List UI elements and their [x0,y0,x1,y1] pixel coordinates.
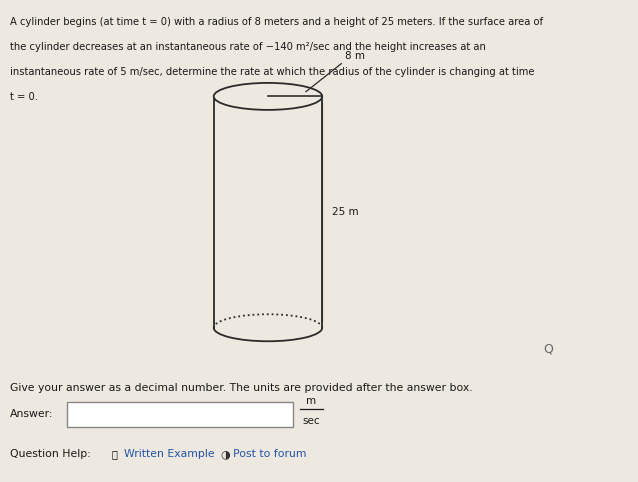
Text: 📄: 📄 [112,449,117,459]
Text: sec: sec [302,416,320,426]
Text: t = 0.: t = 0. [10,92,38,102]
Text: Give your answer as a decimal number. The units are provided after the answer bo: Give your answer as a decimal number. Th… [10,383,472,393]
Text: 8 m: 8 m [345,51,364,61]
Ellipse shape [214,83,322,110]
Text: the cylinder decreases at an instantaneous rate of −140 m²/sec and the height in: the cylinder decreases at an instantaneo… [10,42,486,52]
Text: Question Help:: Question Help: [10,449,91,459]
Text: 25 m: 25 m [332,207,359,217]
Text: Written Example: Written Example [124,449,215,459]
Text: instantaneous rate of 5 m/sec, determine the rate at which the radius of the cyl: instantaneous rate of 5 m/sec, determine… [10,67,534,77]
Bar [67,402,293,427]
Text: A cylinder begins (at time t = 0) with a radius of 8 meters and a height of 25 m: A cylinder begins (at time t = 0) with a… [10,17,543,27]
Bar [214,96,322,328]
Text: Post to forum: Post to forum [233,449,306,459]
Text: Answer:: Answer: [10,409,53,419]
Text: ◑: ◑ [220,449,230,459]
Text: Q: Q [544,343,554,356]
Text: m: m [306,396,316,406]
